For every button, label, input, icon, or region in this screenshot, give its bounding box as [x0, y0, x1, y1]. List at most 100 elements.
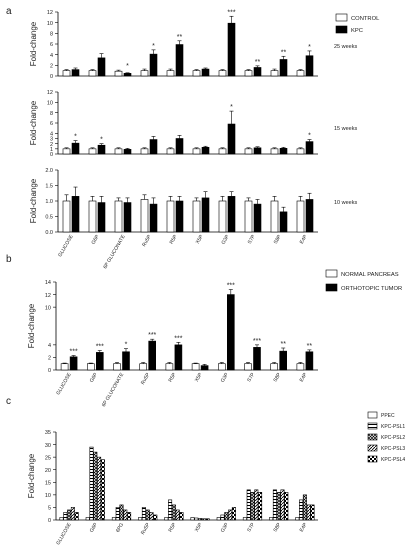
bar [174, 344, 183, 371]
bar [168, 499, 173, 521]
y-tick-label: 8 [50, 32, 53, 38]
bar [141, 507, 146, 521]
bar [69, 356, 78, 371]
legend-label: ORTHOTOPIC TUMOR [341, 286, 402, 292]
y-tick-label: 0 [48, 518, 51, 524]
y-tick-label: 2 [48, 356, 51, 362]
bar [258, 492, 263, 521]
legend-label: CONTROL [351, 16, 380, 22]
bar [253, 203, 262, 233]
bar [70, 507, 75, 521]
bar [192, 200, 201, 233]
legend-swatch [367, 411, 378, 419]
significance-mark: ** [307, 343, 313, 350]
x-tick-label: 6PG [115, 522, 125, 534]
significance-mark: *** [96, 344, 104, 351]
significance-mark: ** [281, 49, 287, 56]
y-tick-label: 0 [48, 368, 51, 374]
bar [227, 22, 236, 77]
y-tick-label: 0.0 [45, 230, 53, 236]
bar [296, 70, 305, 77]
significance-mark: * [230, 104, 233, 111]
bar [218, 148, 227, 155]
bar [194, 517, 199, 521]
bar [269, 517, 274, 521]
legend-swatch [367, 455, 378, 463]
bar [220, 514, 225, 521]
legend-label: KPC-PSL3 [381, 446, 405, 452]
bar [305, 351, 314, 371]
bar [227, 294, 235, 371]
bar [253, 147, 262, 155]
bar [123, 73, 132, 77]
y-axis-label: Fold-change [27, 453, 36, 498]
bar [62, 70, 71, 77]
bar [87, 363, 95, 371]
y-tick-label: 14 [45, 280, 51, 286]
bar [191, 363, 200, 371]
bar [192, 70, 201, 77]
bar [149, 53, 158, 77]
x-tick-label: S8P [273, 371, 283, 383]
bar [149, 512, 154, 521]
significance-mark: * [100, 137, 103, 144]
y-tick-label: 1 [50, 147, 53, 153]
x-tick-label: Ru5P [140, 521, 152, 535]
legend-swatch [367, 422, 378, 430]
bar [295, 517, 300, 521]
bar [164, 517, 169, 521]
x-tick-label: G3P [220, 371, 231, 383]
significance-mark: * [125, 342, 128, 349]
bar [224, 512, 229, 521]
bar [198, 518, 203, 521]
bar [63, 512, 68, 521]
y-tick-label: 4 [50, 132, 53, 138]
bar [89, 446, 94, 521]
bar [205, 518, 210, 521]
x-tick-label: E4P [299, 521, 309, 533]
bar [231, 507, 236, 521]
bar [114, 148, 123, 155]
bar [153, 514, 158, 521]
legend-label: KPC-PSL4 [381, 457, 405, 463]
y-tick-label: 25 [45, 455, 51, 461]
y-axis-label: Fold-change [29, 100, 38, 145]
bar [175, 200, 184, 233]
bar [97, 57, 106, 77]
y-tick-label: 4 [48, 343, 51, 349]
y-tick-label: 1.5 [45, 184, 53, 190]
bar [60, 363, 69, 371]
bar [71, 196, 80, 233]
x-tick-label: X5P [194, 521, 204, 533]
time-point-label: 10 weeks [334, 200, 357, 206]
y-axis-label: Fold-change [27, 303, 36, 348]
x-tick-label: X5P [195, 233, 205, 245]
x-tick-label: G3P [221, 233, 232, 245]
y-tick-label: 20 [45, 468, 51, 474]
bar [96, 352, 104, 371]
bar [279, 350, 288, 371]
y-tick-label: 2 [50, 142, 53, 148]
y-tick-label: 30 [45, 443, 51, 449]
bar [244, 70, 253, 77]
legend-label: KPC-PSL2 [381, 435, 405, 441]
significance-mark: * [152, 43, 155, 50]
y-tick-label: 8 [50, 111, 53, 117]
bar [140, 148, 149, 155]
bar [299, 499, 304, 521]
x-tick-label: G6P [89, 521, 100, 533]
x-tick-label: X5P [194, 371, 204, 383]
bar [216, 517, 221, 521]
x-tick-label: S8P [273, 233, 283, 245]
bar [201, 68, 210, 77]
time-point-label: 25 weeks [334, 44, 357, 50]
bar [296, 200, 305, 233]
bar [140, 70, 149, 77]
bar [97, 456, 102, 521]
y-axis-label: Fold-change [29, 21, 38, 66]
y-tick-label: 10 [45, 305, 51, 311]
chart-a10: 0.0 0.5 1.0 1.5 2.0 Fold-change 10 weeks GLUCOS… [29, 168, 357, 270]
bar [115, 507, 120, 521]
